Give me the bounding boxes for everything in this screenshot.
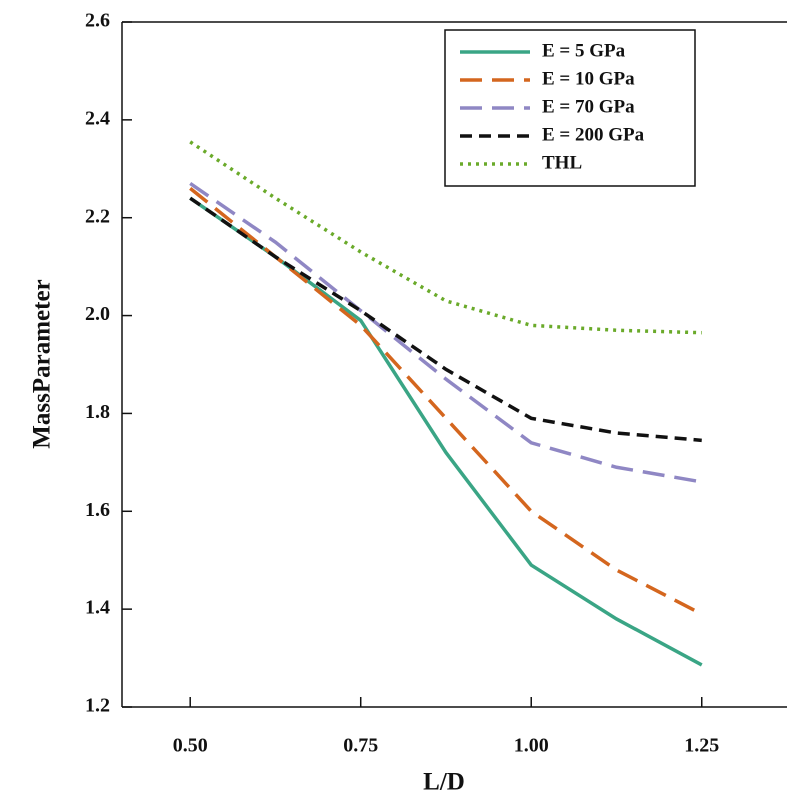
legend-box (444, 29, 696, 187)
legend-label: E = 10 GPa (542, 68, 635, 89)
y-tick-label: 2.0 (85, 303, 110, 325)
y-tick-label: 2.4 (85, 107, 110, 129)
x-tick-label: 0.50 (173, 735, 208, 757)
y-tick-label: 2.2 (85, 205, 110, 227)
series-line (189, 182, 703, 484)
y-tick-label: 1.8 (85, 401, 110, 423)
y-tick-label: 2.6 (85, 10, 110, 32)
y-tick-label: 1.6 (85, 499, 110, 521)
x-tick-label: 1.25 (684, 735, 719, 757)
x-tick-label: 1.00 (514, 735, 549, 757)
legend-label: E = 70 GPa (542, 96, 635, 117)
y-tick-label: 1.2 (85, 695, 110, 717)
series-line (189, 196, 702, 443)
y-axis-label: MassParameter (29, 279, 56, 448)
y-tick-label: 1.4 (85, 597, 110, 619)
series-line (189, 196, 703, 667)
legend-label: E = 5 GPa (542, 40, 626, 61)
x-tick-label: 0.75 (343, 735, 378, 757)
series-line (189, 186, 703, 616)
x-axis-label: L/D (423, 769, 465, 796)
legend-label: E = 200 GPa (542, 124, 645, 145)
legend-label: THL (542, 152, 582, 173)
